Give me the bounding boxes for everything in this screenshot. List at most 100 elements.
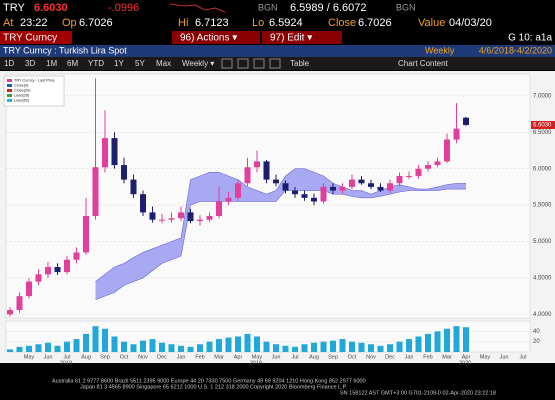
date-range: 4/6/2018-4/2/2020 xyxy=(479,45,552,55)
cloud xyxy=(95,168,466,300)
indicator-bar xyxy=(216,339,222,352)
indicator-bar xyxy=(73,339,80,352)
x-tick-label: Apr xyxy=(234,354,243,360)
range-button[interactable]: 6M xyxy=(67,59,78,68)
tool-icon[interactable] xyxy=(253,58,265,69)
indicator-bar xyxy=(168,344,175,352)
cloud-edge xyxy=(95,168,466,282)
candle-body xyxy=(244,167,251,184)
x-tick-label: Aug xyxy=(81,354,91,360)
indicator-bar xyxy=(301,344,308,352)
y-tick-label: 4.5000 xyxy=(533,276,552,282)
ticker: TRY xyxy=(3,2,25,14)
ask-source: BGN xyxy=(396,2,416,12)
candle-body xyxy=(254,161,260,168)
indicator-bar xyxy=(45,342,51,352)
spark-icon xyxy=(169,3,226,13)
candle-body xyxy=(225,197,232,202)
candle-body xyxy=(16,296,23,310)
edit-label[interactable]: 97) Edit ▾ xyxy=(270,33,312,44)
footer-text: SN 158122 AST GMT+3:00 G701-2109-0 02-Ap… xyxy=(340,390,496,396)
tool-icon[interactable] xyxy=(269,58,281,69)
x-year-label: 2018 xyxy=(60,360,72,366)
quote-value: 23:22 xyxy=(20,17,48,29)
candle-body xyxy=(387,183,393,191)
indicator-bar xyxy=(311,342,317,352)
range-button[interactable]: 1M xyxy=(46,59,57,68)
range-button[interactable]: Max xyxy=(156,59,171,68)
x-tick-label: May xyxy=(24,354,35,360)
indicator-bar xyxy=(368,344,374,352)
legend-label: Lead(26) xyxy=(14,94,30,98)
candle-body xyxy=(45,267,51,275)
indicator-bar xyxy=(92,326,99,352)
footer-text: Japan 81 3 4565 8900 Singapore 65 6212 1… xyxy=(80,384,348,390)
legend-swatch xyxy=(7,79,12,82)
range-button[interactable]: 3D xyxy=(25,59,35,68)
candle-body xyxy=(216,201,222,217)
table-button[interactable]: Table xyxy=(290,59,310,68)
x-tick-label: Nov xyxy=(138,354,148,360)
legend-label: Close(26) xyxy=(14,89,31,93)
candle-body xyxy=(64,259,70,273)
price-tag: 6.6030 xyxy=(533,123,552,129)
candle-body xyxy=(453,128,460,140)
indicator-bar xyxy=(130,344,137,352)
x-tick-label: Dec xyxy=(385,354,395,360)
chart-content-button[interactable]: Chart Content xyxy=(398,59,449,68)
indicator-bar xyxy=(415,336,422,352)
candle-body xyxy=(168,218,175,220)
candle-body xyxy=(339,186,346,191)
actions-label[interactable]: 96) Actions ▾ xyxy=(180,33,237,44)
indicator-bar xyxy=(7,349,13,352)
tool-icon[interactable] xyxy=(237,58,249,69)
indicator-bar xyxy=(83,333,89,352)
candle-body xyxy=(130,179,137,195)
range-button[interactable]: 1Y xyxy=(114,59,124,68)
frequency-button[interactable]: Weekly ▾ xyxy=(182,59,214,68)
toolbar-buttons: 1D 3D 1M 6M YTD 1Y 5Y Max Weekly ▾ xyxy=(4,59,214,68)
range-button[interactable]: 5Y xyxy=(135,59,145,68)
indicator-bar xyxy=(225,337,232,352)
security-box xyxy=(0,31,72,44)
legend-swatch xyxy=(7,89,12,92)
indicator-bar xyxy=(273,344,279,352)
y-tick-label: 7.0000 xyxy=(533,93,552,99)
indicator-bar xyxy=(263,341,270,352)
candle-body xyxy=(159,219,165,221)
candle-body xyxy=(396,175,403,184)
y-tick-label: 5.0000 xyxy=(533,239,552,245)
indicator-bar xyxy=(54,345,61,352)
indicator-bar xyxy=(187,346,194,352)
indicator-bar xyxy=(149,339,156,352)
cloud-edge xyxy=(95,188,466,301)
indicator-bar xyxy=(434,331,441,352)
indicator-bar xyxy=(320,341,327,352)
legend-swatch xyxy=(7,94,12,97)
legend-label: Lead(52) xyxy=(14,99,30,103)
security: TRY Curncy xyxy=(3,33,57,44)
candle-body xyxy=(434,161,441,166)
candle-body xyxy=(7,309,13,315)
indicator-bar xyxy=(235,336,241,352)
quote-value: 6.7123 xyxy=(195,17,229,29)
quote-label: Hi xyxy=(178,17,188,29)
range-button[interactable]: YTD xyxy=(88,59,104,68)
indicator-bar xyxy=(178,345,184,352)
indicator-bar xyxy=(26,345,32,352)
candle-body xyxy=(282,183,289,191)
indicator-bar xyxy=(244,333,251,352)
tool-icon[interactable] xyxy=(221,58,233,69)
y-tick-label: 5.5000 xyxy=(533,203,552,209)
x-tick-label: Jul xyxy=(519,354,526,360)
range-button[interactable]: 1D xyxy=(4,59,14,68)
edit-button[interactable] xyxy=(262,31,342,44)
actions-button[interactable] xyxy=(172,31,260,44)
x-tick-label: Mar xyxy=(214,354,224,360)
x-tick-label: Feb xyxy=(423,354,432,360)
indicator-bar xyxy=(64,341,70,352)
candle-body xyxy=(377,186,384,191)
quote-label: At xyxy=(3,17,13,29)
indicator-bar xyxy=(16,346,23,352)
candle-body xyxy=(330,186,336,191)
